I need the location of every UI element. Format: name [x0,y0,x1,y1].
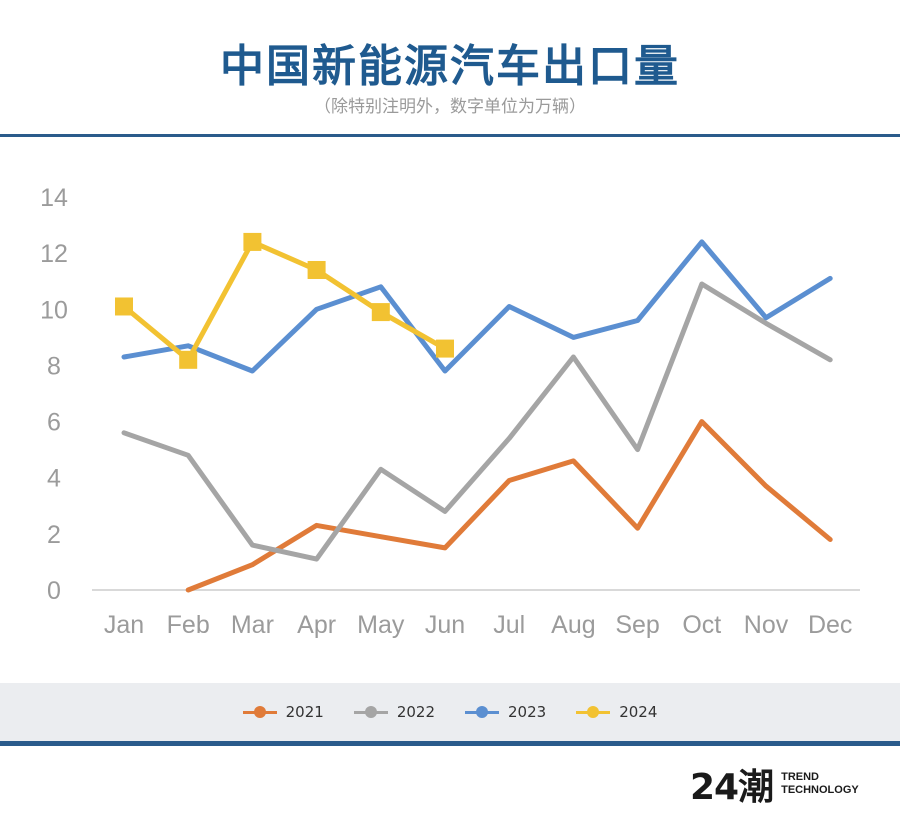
legend-label: 2022 [396,703,435,721]
line-chart: 0 2 4 6 8 10 12 14 Jan Feb Mar Apr May Jun Jul Aug Sep O… [40,184,860,639]
data-point-2024 [371,303,390,322]
x-tick-label: Oct [682,611,721,639]
bottom-divider [0,741,900,746]
legend-label: 2024 [619,703,658,721]
x-axis: Jan Feb Mar Apr May Jun Jul Aug Sep Oct Nov Dec [104,611,853,639]
x-tick-label: Jan [104,611,144,639]
legend: 2021 2022 2023 2024 [0,683,900,741]
x-tick-label: Dec [808,611,852,639]
x-tick-label: Jul [493,611,525,639]
data-point-2024 [179,350,198,369]
data-point-2024 [243,232,262,251]
series-line-2022 [121,281,833,562]
y-tick-label: 0 [47,577,61,605]
top-divider [0,134,900,137]
x-tick-label: Feb [167,611,210,639]
series-2021 [185,419,833,593]
y-tick-label: 8 [47,352,61,380]
series-layer [115,232,833,593]
legend-band: 2021 2022 2023 2024 [0,683,900,741]
series-2022 [121,281,833,562]
logo-text: TREND TECHNOLOGY [781,771,859,797]
legend-marker [576,706,611,718]
series-line-2023 [121,239,833,374]
legend-marker [353,706,388,718]
series-2024 [115,232,454,369]
x-tick-label: Apr [297,611,336,639]
legend-item-2021: 2021 [242,703,324,721]
y-tick-label: 2 [47,521,61,549]
x-tick-label: Aug [551,611,595,639]
legend-item-2024: 2024 [576,703,657,721]
x-tick-label: May [357,611,405,639]
x-tick-label: Jun [425,611,465,639]
legend-marker [242,706,277,718]
chart-subtitle: （除特别注明外，数字单位为万辆） [314,97,586,117]
y-tick-label: 6 [47,409,61,437]
legend-item-2023: 2023 [465,703,546,721]
x-tick-label: Sep [615,611,659,639]
data-point-2024 [307,260,326,279]
y-tick-label: 14 [40,184,68,212]
logo-mark: 24潮 [690,767,774,808]
x-tick-label: Mar [231,611,274,639]
series-line-2021 [185,419,833,593]
chart-title: 中国新能源汽车出口量 [220,41,680,92]
data-point-2024 [115,297,133,316]
y-tick-label: 4 [47,465,61,493]
series-2023 [121,239,833,374]
legend-marker [465,706,499,718]
x-tick-label: Nov [744,611,789,639]
logo-line-2: TECHNOLOGY [781,784,859,796]
y-tick-label: 12 [40,240,68,268]
y-tick-label: 10 [40,296,68,324]
legend-label: 2021 [285,703,324,721]
legend-item-2022: 2022 [353,703,435,721]
data-point-2024 [436,339,454,358]
series-line-2024 [121,239,448,363]
brand-logo: 24潮 TREND TECHNOLOGY [690,760,880,808]
legend-label: 2023 [508,703,547,721]
logo-line-1: TREND [781,771,819,783]
y-axis: 0 2 4 6 8 10 12 14 [40,184,68,605]
